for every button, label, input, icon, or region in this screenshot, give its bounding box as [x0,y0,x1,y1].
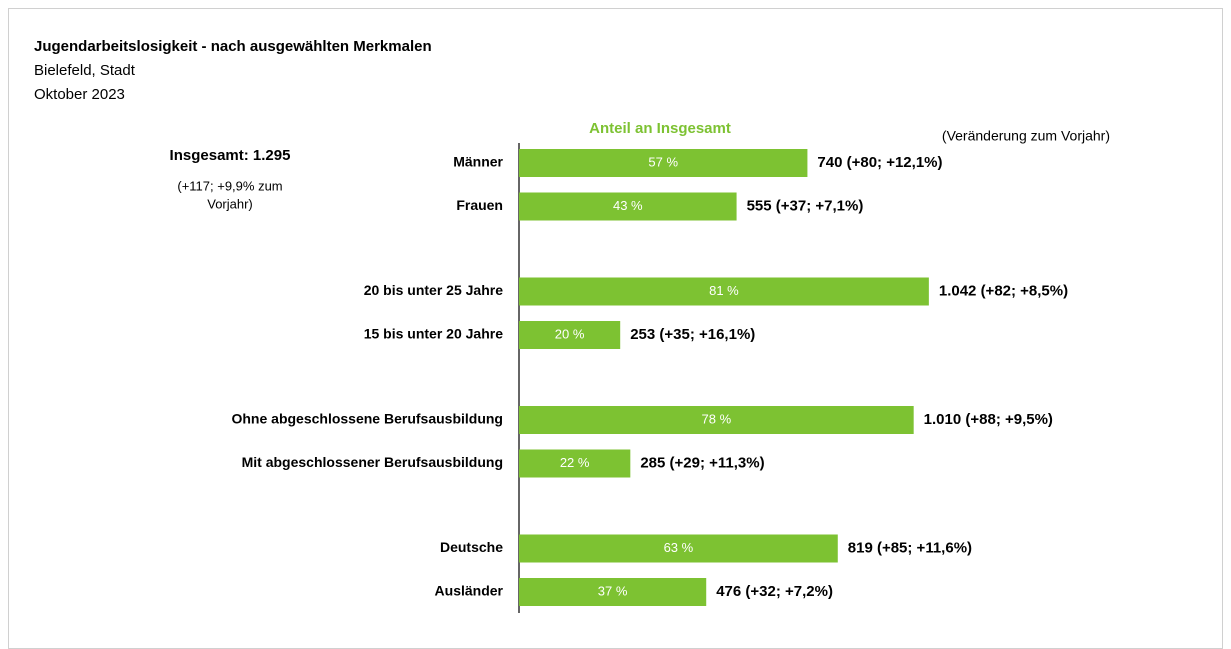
value-label: 78 % [702,411,732,426]
bar [519,406,914,434]
axis-title: Anteil an Insgesamt [589,120,731,137]
category-label: Mit abgeschlossener Berufsausbildung [242,454,503,470]
bar [519,277,929,306]
bar [519,321,621,349]
category-label: Ausländer [435,583,504,599]
total-note: Vorjahr) [207,196,253,211]
value-label: 37 % [598,583,628,598]
total-label: Insgesamt: 1.295 [170,147,291,164]
side-label: 1.042 (+82; +8,5%) [939,282,1068,299]
bar [519,149,808,177]
bar [519,578,707,606]
value-label: 57 % [648,154,678,169]
category-label: 20 bis unter 25 Jahre [364,282,504,298]
side-label: 285 (+29; +11,3%) [640,454,764,471]
category-label: Ohne abgeschlossene Berufsausbildung [231,411,503,427]
side-label: 555 (+37; +7,1%) [747,197,864,214]
value-label: 43 % [613,198,643,213]
side-label: 740 (+80; +12,1%) [817,154,942,171]
subtitle: Oktober 2023 [34,86,125,103]
subtitle: Bielefeld, Stadt [34,62,136,79]
side-label: 476 (+32; +7,2%) [716,583,833,600]
category-label: Frauen [456,197,503,213]
side-label: 1.010 (+88; +9,5%) [924,411,1053,428]
bar [519,192,737,221]
side-label: 253 (+35; +16,1%) [630,326,755,343]
chart-title: Jugendarbeitslosigkeit - nach ausgewählt… [34,38,432,55]
value-label: 22 % [560,455,590,470]
side-label: 819 (+85; +11,6%) [848,539,972,556]
bar [519,449,631,478]
category-label: 15 bis unter 20 Jahre [364,326,504,342]
side-title: (Veränderung zum Vorjahr) [942,128,1110,144]
value-label: 20 % [555,326,585,341]
category-label: Deutsche [440,539,503,555]
value-label: 81 % [709,283,739,298]
total-note: (+117; +9,9% zum [177,178,282,193]
category-label: Männer [453,154,503,170]
value-label: 63 % [664,540,694,555]
bar [519,534,838,563]
